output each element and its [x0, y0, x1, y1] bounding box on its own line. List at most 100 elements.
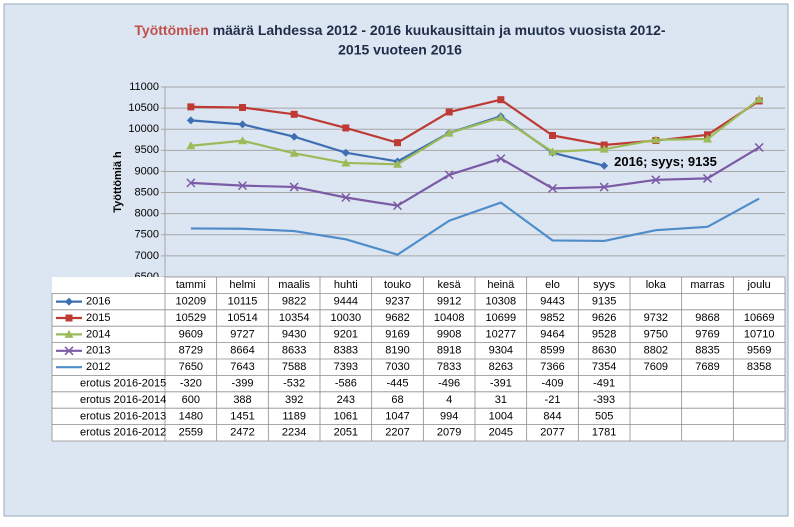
table-cell: 1451 [230, 410, 254, 422]
y-tick-label: 8000 [135, 208, 159, 220]
y-tick-label: 9500 [135, 144, 159, 156]
y-tick-label: 7000 [135, 250, 159, 262]
y-tick-label: 7500 [135, 229, 159, 241]
table-cell: 9569 [747, 345, 771, 357]
y-tick-label: 8500 [135, 186, 159, 198]
marker [186, 178, 196, 188]
marker [341, 158, 351, 167]
marker [238, 120, 247, 129]
table-cell: 2077 [540, 427, 564, 439]
table-cell: 9609 [179, 328, 203, 340]
table-cell: -445 [386, 378, 408, 390]
table-cell: 9237 [385, 296, 409, 308]
table-cell: 7689 [695, 361, 719, 373]
table-cell: 9912 [437, 296, 461, 308]
data-label: 2016; syys; 9135 [614, 154, 717, 169]
table-cell: 10209 [176, 296, 207, 308]
marker [290, 110, 298, 118]
table-cell: 1480 [179, 410, 203, 422]
x-tick-label: tammi [176, 279, 206, 291]
marker [548, 147, 557, 156]
table-cell: -532 [283, 378, 305, 390]
table-cell: 2234 [282, 427, 306, 439]
table-cell: 9443 [540, 296, 564, 308]
table-cell: 8633 [282, 345, 306, 357]
x-tick-label: heinä [487, 279, 515, 291]
marker [186, 116, 195, 125]
table-cell: 10115 [228, 296, 258, 308]
table-cell: 8263 [489, 361, 513, 373]
table-cell: 9528 [592, 328, 616, 340]
marker [599, 182, 609, 192]
table-row-label: erotus 2016-2012 [80, 427, 166, 439]
table-cell: 31 [495, 394, 507, 406]
table-cell: 1047 [385, 410, 409, 422]
table-cell: 9750 [644, 328, 668, 340]
legend-label: 2013 [86, 345, 110, 357]
marker [290, 132, 299, 141]
table-cell: 9444 [334, 296, 358, 308]
legend-label: 2014 [86, 328, 110, 340]
table-cell: -409 [541, 378, 563, 390]
table-cell: 9908 [437, 328, 461, 340]
table-cell: 9822 [282, 296, 306, 308]
table-cell: 8802 [644, 345, 668, 357]
table-cell: 10669 [744, 312, 775, 324]
table-cell: 10277 [486, 328, 517, 340]
table-cell: 2472 [230, 427, 254, 439]
table-cell: 243 [337, 394, 355, 406]
marker [600, 161, 609, 170]
table-cell: 7030 [385, 361, 409, 373]
table-cell: 7650 [179, 361, 203, 373]
table-cell: -21 [545, 394, 561, 406]
table-cell: -393 [593, 394, 615, 406]
table-cell: 2079 [437, 427, 461, 439]
x-tick-label: joulu [747, 279, 771, 291]
table-cell: 1189 [282, 410, 306, 422]
y-tick-label: 10500 [128, 102, 159, 114]
table-cell: 9464 [540, 328, 564, 340]
table-cell: 2207 [385, 427, 409, 439]
table-cell: 7366 [540, 361, 564, 373]
x-tick-label: marras [690, 279, 725, 291]
table-cell: 8835 [695, 345, 719, 357]
table-cell: 9732 [644, 312, 668, 324]
table-cell: 7393 [334, 361, 358, 373]
series-line [190, 146, 760, 207]
table-cell: 10514 [227, 312, 258, 324]
marker [187, 103, 195, 111]
marker [289, 182, 299, 192]
table-cell: 8664 [230, 345, 254, 357]
x-tick-label: kesä [438, 279, 462, 291]
marker [289, 148, 299, 157]
table-cell: 2051 [334, 427, 358, 439]
table-cell: 7609 [644, 361, 668, 373]
marker [496, 113, 506, 122]
table-cell: 9682 [385, 312, 409, 324]
x-tick-label: helmi [229, 279, 255, 291]
table-cell: 994 [440, 410, 458, 422]
marker [445, 108, 453, 116]
marker [392, 201, 403, 211]
marker [394, 139, 401, 147]
y-axis-label: Työttömiä h [112, 151, 124, 213]
series-line [190, 98, 760, 166]
marker [599, 144, 609, 153]
table-cell: 8190 [385, 345, 409, 357]
y-tick-label: 10000 [128, 123, 159, 135]
table-cell: 9626 [592, 312, 616, 324]
table-cell: 8630 [592, 345, 616, 357]
marker [547, 183, 558, 193]
marker [341, 148, 350, 157]
chart-title: Työttömien määrä Lahdessa 2012 - 2016 ku… [134, 22, 666, 38]
table-cell: 9769 [695, 328, 719, 340]
marker [64, 346, 74, 356]
table-cell: 9135 [592, 296, 616, 308]
x-tick-label: maalis [278, 279, 310, 291]
y-tick-label: 9000 [135, 165, 159, 177]
x-tick-label: huhti [334, 279, 358, 291]
table-row-label: erotus 2016-2014 [80, 394, 166, 406]
marker [496, 154, 506, 164]
table-cell: 392 [285, 394, 303, 406]
